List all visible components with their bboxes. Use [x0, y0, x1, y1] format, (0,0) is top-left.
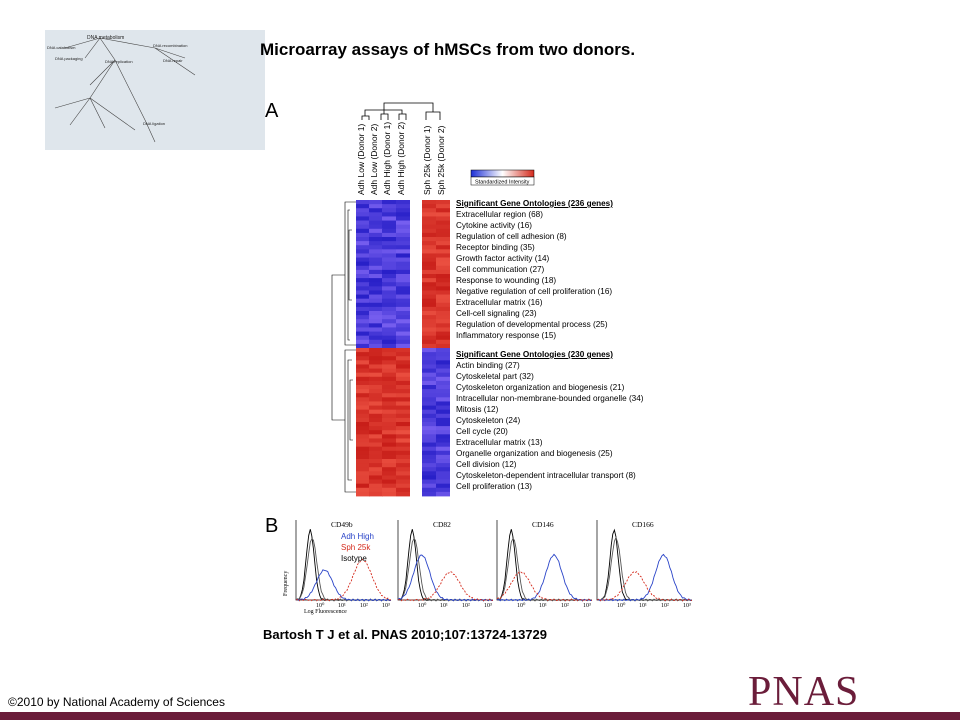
go-term: Negative regulation of cell proliferatio…: [456, 287, 613, 296]
go-term: Cytoskeletal part (32): [456, 372, 534, 381]
histogram-title: CD146: [532, 520, 554, 529]
go-group-down: Significant Gene Ontologies (230 genes) …: [456, 349, 644, 492]
isotype-curve: [496, 529, 593, 602]
go-term: Cell communication (27): [456, 265, 545, 274]
y-axis-label: Frequency: [283, 571, 289, 596]
sph-25k-curve: [295, 558, 391, 602]
adh-high-curve: [496, 553, 593, 602]
go-term: Actin binding (27): [456, 361, 520, 370]
pathway-diagram: DNA metabolism DNA catabolism DNA packag…: [47, 35, 196, 143]
go-term: Organelle organization and biogenesis (2…: [456, 449, 613, 458]
pathway-thumbnail: DNA metabolism DNA catabolism DNA packag…: [45, 30, 265, 150]
go-term: Mitosis (12): [456, 405, 499, 414]
axis-tick-label: 10⁰: [316, 602, 325, 609]
isotype-curve: [397, 538, 494, 602]
footer-bar: [0, 712, 960, 720]
go-term: Receptor binding (35): [456, 243, 535, 252]
pnas-logo: PNAS: [748, 669, 860, 715]
legend-adh-high: Adh High: [341, 532, 374, 541]
go-term: Cell-cell signaling (23): [456, 309, 537, 318]
go-term: Regulation of cell adhesion (8): [456, 232, 567, 241]
sph-25k-curve: [397, 571, 494, 602]
sph-25k-curve: [496, 571, 593, 602]
go-term: Cell proliferation (13): [456, 482, 532, 491]
thumbnail-label: DNA packaging: [55, 56, 83, 61]
isotype-curve: [596, 536, 693, 602]
axis-tick-label: 10⁰: [517, 602, 526, 609]
go-group-up: Significant Gene Ontologies (236 genes) …: [456, 198, 613, 341]
go-term: Extracellular matrix (16): [456, 298, 543, 307]
copyright-notice: ©2010 by National Academy of Sciences: [8, 695, 225, 709]
thumbnail-label: DNA recombination: [153, 43, 187, 48]
citation: Bartosh T J et al. PNAS 2010;107:13724-1…: [263, 627, 547, 642]
go-term: Cell division (12): [456, 460, 517, 469]
go-up-heading: Significant Gene Ontologies (236 genes): [456, 199, 613, 208]
go-term: Response to wounding (18): [456, 276, 557, 285]
go-term: Cell cycle (20): [456, 427, 508, 436]
histogram-title: CD166: [632, 520, 654, 529]
axis-tick-label: 10³: [583, 603, 591, 609]
go-term: Cytoskeleton (24): [456, 416, 521, 425]
go-term: Cytoskeleton organization and biogenesis…: [456, 383, 625, 392]
thumbnail-label: DNA metabolism: [87, 35, 124, 41]
panel-a-label: A: [265, 100, 279, 122]
slide-title: Microarray assays of hMSCs from two dono…: [260, 40, 636, 59]
go-term: Cytoskeleton-dependent intracellular tra…: [456, 471, 636, 480]
thumbnail-label: DNA catabolism: [47, 45, 76, 50]
adh-high-curve: [295, 569, 392, 602]
go-term: Regulation of developmental process (25): [456, 320, 608, 329]
histogram-title: CD82: [433, 520, 451, 529]
adh-high-curve: [397, 554, 494, 602]
go-term: Cytokine activity (16): [456, 221, 532, 230]
go-term: Extracellular region (68): [456, 210, 543, 219]
go-term: Growth factor activity (14): [456, 254, 550, 263]
axis-tick-label: 10²: [462, 603, 470, 609]
adh-high-curve: [596, 553, 693, 602]
sph-25k-curve: [596, 571, 693, 602]
go-term: Intracellular non-membrane-bounded organ…: [456, 394, 644, 403]
thumbnail-label: DNA ligation: [143, 121, 165, 126]
axis-tick-label: 10¹: [639, 603, 647, 609]
axis-tick-label: 10⁰: [418, 602, 427, 609]
axis-tick-label: 10¹: [440, 603, 448, 609]
histogram-axes: [496, 520, 592, 601]
histogram-title: CD49b: [331, 520, 353, 529]
panel-b-label: B: [265, 515, 279, 537]
axis-tick-label: 10¹: [539, 603, 547, 609]
isotype-curve: [397, 529, 494, 602]
go-down-heading: Significant Gene Ontologies (230 genes): [456, 350, 613, 359]
histogram-axes: [397, 520, 493, 601]
thumbnail-label: DNA replication: [105, 59, 133, 64]
axis-tick-label: 10²: [360, 603, 368, 609]
axis-tick-label: 10³: [683, 603, 691, 609]
axis-tick-label: 10²: [661, 603, 669, 609]
legend-isotype: Isotype: [341, 554, 367, 563]
axis-tick-label: 10³: [484, 603, 492, 609]
go-term: Extracellular matrix (13): [456, 438, 543, 447]
thumbnail-label: DNA repair: [163, 58, 183, 63]
legend-sph-25k: Sph 25k: [341, 543, 371, 552]
axis-tick-label: 10²: [561, 603, 569, 609]
axis-tick-label: 10³: [382, 603, 390, 609]
axis-tick-label: 10¹: [338, 603, 346, 609]
isotype-curve: [496, 538, 593, 602]
x-axis-label: Log Fluorescence: [304, 609, 347, 615]
axis-tick-label: 10⁰: [617, 602, 626, 609]
go-term: Inflammatory response (15): [456, 331, 557, 340]
